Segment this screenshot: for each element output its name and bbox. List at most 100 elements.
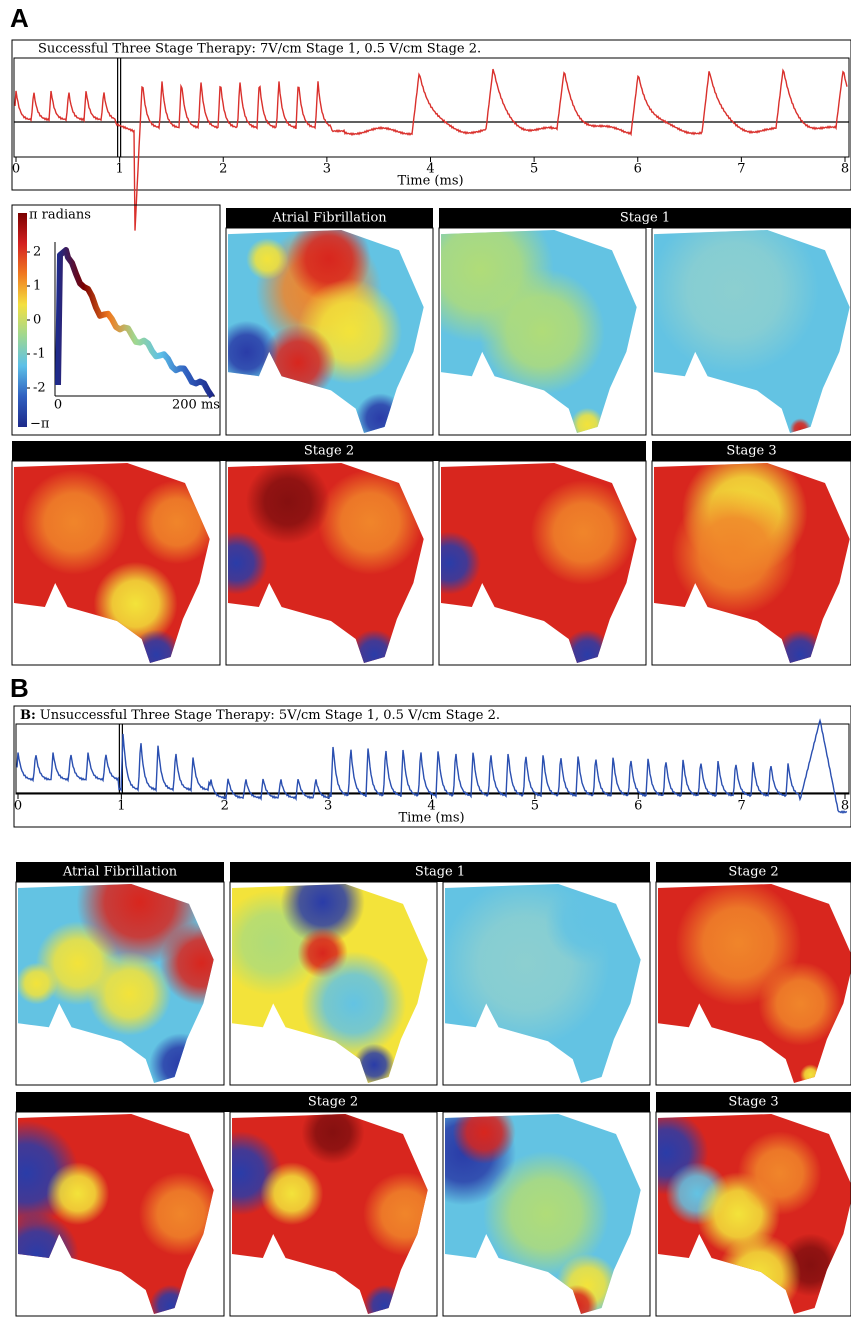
panel-label: A	[10, 3, 29, 33]
map-region	[545, 884, 630, 965]
map-frame	[438, 227, 647, 436]
plot-frame	[15, 723, 850, 795]
map-header	[16, 1092, 650, 1112]
map-region	[317, 469, 423, 575]
x-tick-label: 4	[427, 799, 435, 814]
map-frame	[225, 460, 434, 666]
x-tick-label: 3	[324, 799, 332, 814]
phase-map	[654, 463, 850, 663]
voltage-trace	[16, 718, 848, 815]
inset-x-end: 200 ms	[172, 398, 220, 413]
colorbar-tick-label: 1	[33, 279, 41, 294]
phase-curve	[55, 247, 215, 399]
x-tick-label: 3	[323, 162, 331, 177]
map-header-title: Stage 1	[620, 211, 670, 226]
x-tick-label: 0	[14, 799, 22, 814]
phase-colorbar	[18, 213, 27, 427]
x-tick-label: 7	[737, 162, 745, 177]
map-frame	[15, 1111, 225, 1317]
x-tick-label: 2	[221, 799, 229, 814]
map-frame	[229, 1111, 438, 1317]
x-tick-label: 1	[115, 162, 123, 177]
map-region	[87, 951, 172, 1036]
map-region	[301, 951, 407, 1057]
map-region	[46, 1162, 110, 1226]
map-region	[76, 884, 203, 966]
trace-title: B: Unsuccessful Three Stage Therapy: 5V/c…	[20, 708, 500, 723]
map-header	[12, 441, 646, 461]
colorbar-tick-label: -2	[33, 381, 46, 396]
map-region	[775, 629, 826, 663]
map-frame	[651, 460, 851, 666]
x-tick-label: 2	[219, 162, 227, 177]
map-header-title: Stage 1	[415, 865, 465, 880]
x-tick-label: 0	[12, 162, 20, 177]
map-region	[18, 962, 58, 1005]
map-region	[138, 1172, 214, 1256]
trace-title-label: B:	[20, 708, 36, 723]
map-region	[570, 407, 605, 433]
x-tick-label: 8	[841, 162, 849, 177]
legend-frame	[11, 204, 221, 436]
map-frame	[442, 881, 651, 1086]
map-header	[230, 862, 650, 882]
x-tick-label: 5	[531, 799, 539, 814]
x-tick-label: 5	[530, 162, 538, 177]
map-header-title: Stage 2	[304, 444, 354, 459]
colorbar-bottom-label: −π	[30, 417, 50, 432]
map-frame	[11, 460, 221, 666]
map-region	[246, 238, 289, 281]
map-header-title: Atrial Fibrillation	[271, 211, 387, 226]
map-header-title: Stage 2	[728, 865, 778, 880]
x-tick-label: 6	[634, 799, 642, 814]
map-region	[671, 489, 798, 616]
x-axis-label: Time (ms)	[397, 174, 463, 189]
map-region	[159, 921, 214, 1006]
map-region	[245, 463, 330, 544]
phase-map	[232, 1114, 428, 1314]
map-header-title: Stage 3	[726, 444, 776, 459]
map-header	[656, 1092, 851, 1112]
map-region	[260, 1162, 324, 1226]
colorbar-tick-label: 2	[33, 245, 41, 260]
trace-frame	[13, 705, 851, 828]
inset-x-start: 0	[54, 398, 62, 413]
trace-title: Successful Three Stage Therapy: 7V/cm St…	[38, 42, 481, 57]
map-header-title: Stage 2	[308, 1095, 358, 1110]
map-region	[131, 629, 182, 663]
map-region	[479, 268, 605, 395]
x-axis-label: Time (ms)	[398, 811, 464, 826]
map-region	[530, 479, 636, 585]
map-region	[483, 1151, 609, 1277]
map-header	[16, 862, 224, 882]
x-tick-label: 4	[426, 162, 434, 177]
map-header	[652, 441, 851, 461]
map-region	[562, 629, 613, 663]
panel-label: B	[10, 673, 29, 703]
map-frame	[442, 1111, 651, 1317]
map-frame	[229, 881, 438, 1086]
x-tick-label: 7	[737, 799, 745, 814]
trace-title-text: Unsuccessful Three Stage Therapy: 5V/cm …	[40, 708, 500, 723]
colorbar-tick-label: 0	[33, 313, 41, 328]
map-region	[280, 884, 365, 945]
map-region	[737, 1131, 822, 1216]
phase-map	[228, 230, 424, 433]
x-tick-label: 1	[117, 799, 125, 814]
map-frame	[655, 881, 851, 1086]
map-region	[228, 320, 279, 384]
map-region	[349, 629, 400, 663]
map-region	[301, 1114, 365, 1164]
map-frame	[651, 227, 851, 436]
map-region	[228, 531, 268, 595]
map-frame	[15, 881, 225, 1086]
voltage-trace	[14, 68, 848, 231]
map-frame	[438, 460, 647, 666]
map-region	[789, 418, 811, 433]
map-header	[439, 208, 851, 228]
plot-frame	[13, 57, 850, 158]
map-region	[441, 531, 481, 595]
map-header	[656, 862, 851, 882]
map-region	[21, 469, 127, 575]
